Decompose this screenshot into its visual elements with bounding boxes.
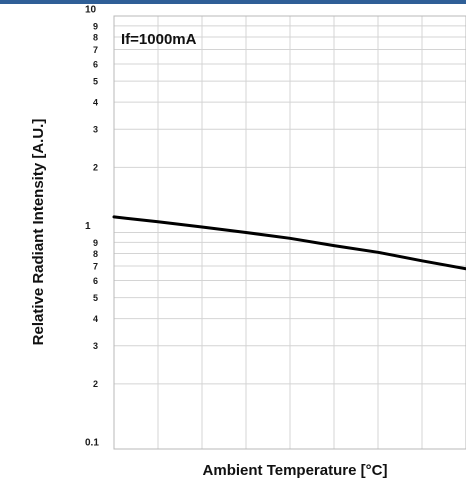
y-tick-label: 6 [93, 276, 98, 286]
top-accent-bar [0, 0, 466, 4]
y-tick-label: 9 [93, 21, 98, 31]
y-tick-label: 8 [93, 249, 98, 259]
x-axis-title: Ambient Temperature [°C] [203, 462, 388, 479]
y-tick-label: 0.1 [85, 438, 99, 449]
y-tick-label: 1 [85, 221, 91, 232]
y-tick-label: 4 [93, 98, 98, 108]
y-axis-title: Relative Radiant Intensity [A.U.] [30, 119, 47, 346]
y-tick-label: 2 [93, 163, 98, 173]
series-line [112, 215, 466, 271]
y-tick-label: 9 [93, 238, 98, 248]
y-tick-label: 7 [93, 45, 98, 55]
y-tick-label: 5 [93, 77, 98, 87]
y-tick-label: 3 [93, 341, 98, 351]
y-tick-label: 6 [93, 59, 98, 69]
y-tick-label: 4 [93, 314, 98, 324]
y-tick-label: 3 [93, 125, 98, 135]
y-tick-label: 5 [93, 293, 98, 303]
y-tick-label: 2 [93, 379, 98, 389]
y-tick-label: 7 [93, 261, 98, 271]
y-tick-label: 10 [85, 5, 97, 16]
y-tick-label: 8 [93, 32, 98, 42]
condition-annotation: If=1000mA [121, 31, 197, 48]
plot-frame [113, 15, 466, 450]
grid [114, 15, 466, 450]
series-group [112, 215, 466, 271]
